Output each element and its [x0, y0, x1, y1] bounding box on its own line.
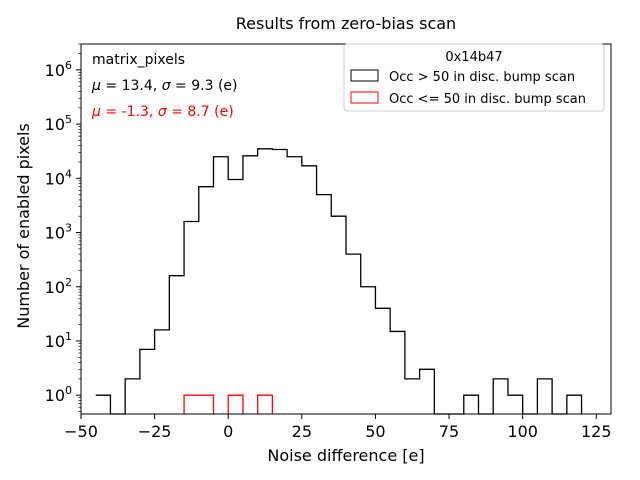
legend-swatch-occ-low — [350, 91, 379, 104]
x-axis-label: Noise difference [e] — [267, 446, 424, 465]
x-tick-label: 50 — [365, 422, 385, 441]
x-tick-label: 125 — [581, 422, 612, 441]
legend-label-occ-low: Occ <= 50 in disc. bump scan — [389, 92, 586, 107]
legend-frame — [343, 43, 605, 112]
x-tick-label: 0 — [223, 422, 233, 441]
legend: 0x14b47 Occ > 50 in disc. bump scan Occ … — [343, 43, 605, 112]
y-tick-label: 105 — [45, 113, 72, 134]
y-tick-label: 100 — [45, 384, 72, 405]
y-tick-label: 101 — [45, 330, 72, 351]
legend-title: 0x14b47 — [445, 50, 502, 65]
annotation-stats-occ-high: μ = 13.4, σ = 9.3 (e) — [91, 78, 238, 94]
series-occ-high-step — [95, 148, 583, 415]
series-occ-low-bin — [257, 394, 274, 414]
y-axis-label: Number of enabled pixels — [14, 123, 33, 329]
annotation-stats-occ-low: μ = -1.3, σ = 8.7 (e) — [91, 104, 234, 120]
annotation-name: matrix_pixels — [92, 52, 185, 68]
y-tick-label: 104 — [45, 167, 72, 188]
y-tick-label: 106 — [45, 59, 72, 80]
plot-area: −50 −25 0 25 50 75 100 125 100 101 102 103 104 105 106 — [45, 43, 612, 441]
series-occ-low-bin — [183, 394, 215, 414]
y-tick-label: 103 — [45, 222, 72, 243]
series-occ-low-bin — [227, 394, 244, 414]
legend-label-occ-high: Occ > 50 in disc. bump scan — [389, 70, 575, 85]
x-tick-label: −50 — [64, 422, 98, 441]
y-tick-label: 102 — [45, 276, 72, 297]
legend-swatch-occ-high — [350, 69, 379, 82]
x-tick-label: 25 — [292, 422, 312, 441]
x-tick-label: −25 — [138, 422, 172, 441]
chart-title: Results from zero-bias scan — [236, 14, 456, 33]
x-tick-label: 100 — [507, 422, 538, 441]
x-tick-label: 75 — [439, 422, 459, 441]
